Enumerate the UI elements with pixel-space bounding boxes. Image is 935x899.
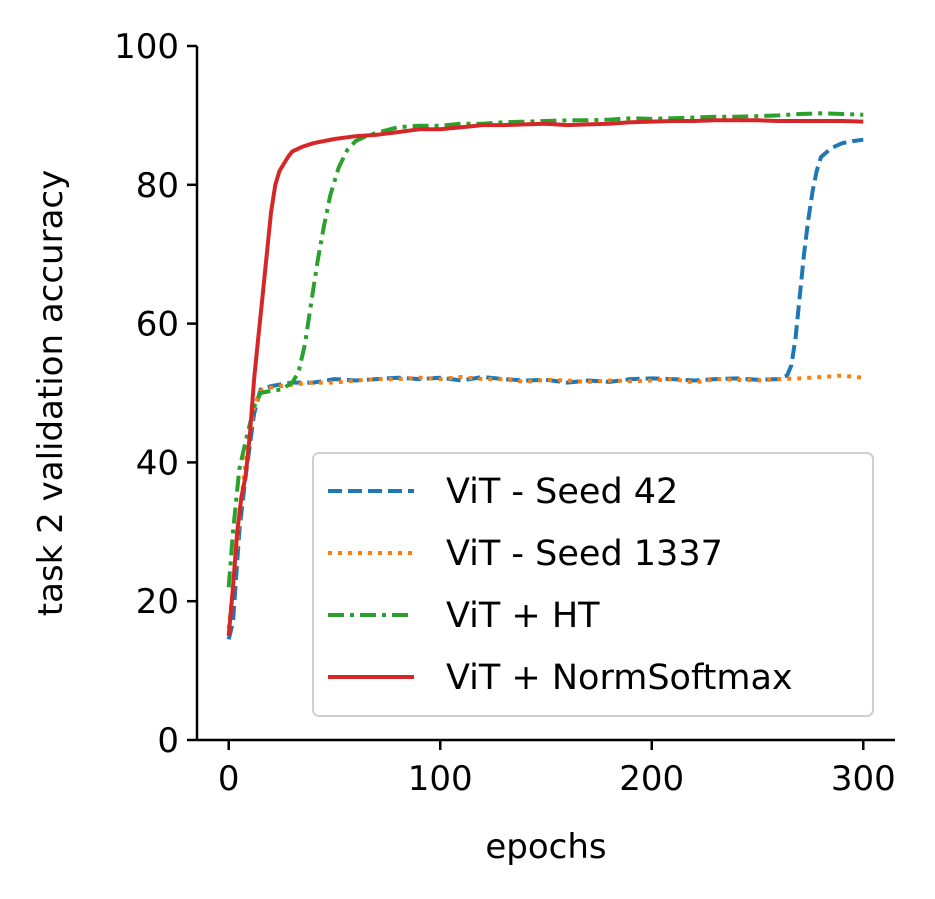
x-tick-label: 0 [218,759,240,799]
y-tick-label: 40 [136,443,179,483]
legend-label: ViT - Seed 42 [446,472,678,512]
legend-label: ViT + NormSoftmax [446,658,793,698]
x-tick-label: 300 [831,759,896,799]
series-layer [226,111,864,640]
ticks-layer: 0 100 200 300 0 20 40 60 80 100 [114,27,896,799]
x-axis-label: epochs [485,827,606,867]
y-tick-label: 80 [136,166,179,206]
legend-label: ViT + HT [446,596,600,636]
x-tick-label: 200 [619,759,684,799]
legend-entries: ViT - Seed 42 ViT - Seed 1337 ViT + HT ViT … [328,472,793,698]
x-tick-label: 100 [408,759,473,799]
legend-label: ViT - Seed 1337 [446,534,723,574]
y-tick-label: 100 [114,27,179,67]
axes-layer [195,46,895,742]
y-tick-label: 0 [157,721,179,761]
y-axis-label: task 2 validation accuracy [31,170,71,616]
legend: ViT - Seed 42 ViT - Seed 1337 ViT + HT ViT … [312,452,874,717]
series-line-vit-normsoftmax [226,118,864,637]
series-line-vit-ht [226,111,864,588]
y-tick-label: 20 [136,582,179,622]
legend-box [312,452,874,717]
y-tick-label: 60 [136,305,179,345]
